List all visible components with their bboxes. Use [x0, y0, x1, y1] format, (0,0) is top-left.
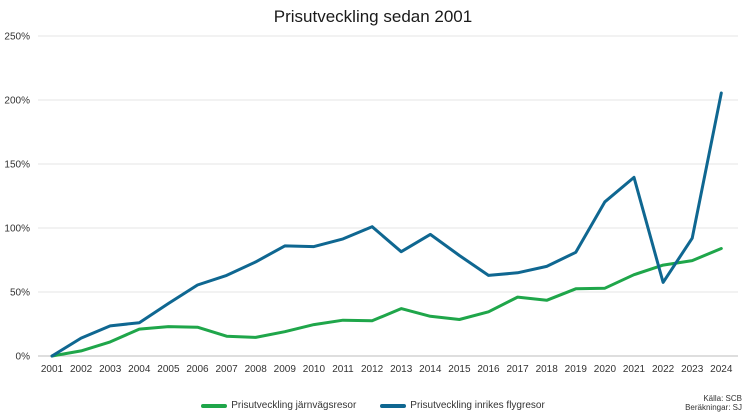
x-tick-label: 2006	[186, 364, 209, 375]
x-tick-label: 2009	[274, 364, 297, 375]
x-tick-label: 2019	[565, 364, 588, 375]
y-tick-label: 200%	[4, 96, 30, 107]
x-tick-label: 2023	[681, 364, 704, 375]
legend-label-rail: Prisutveckling järnvägsresor	[231, 400, 357, 411]
x-tick-label: 2002	[70, 364, 93, 375]
legend-label-flight: Prisutveckling inrikes flygresor	[410, 400, 545, 411]
x-tick-label: 2017	[506, 364, 529, 375]
x-tick-label: 2001	[41, 364, 64, 375]
y-tick-label: 100%	[4, 224, 30, 235]
x-tick-label: 2015	[448, 364, 471, 375]
chart-title: Prisutveckling sedan 2001	[273, 7, 473, 26]
y-tick-label: 50%	[10, 288, 30, 299]
x-tick-label: 2003	[99, 364, 122, 375]
source-note: Källa: SCB Beräkningar: SJ	[685, 394, 742, 412]
x-tick-label: 2004	[128, 364, 151, 375]
x-tick-label: 2022	[652, 364, 675, 375]
x-tick-label: 2010	[303, 364, 326, 375]
x-tick-label: 2013	[390, 364, 413, 375]
x-tick-label: 2008	[245, 364, 268, 375]
x-tick-label: 2021	[623, 364, 646, 375]
source-line-1: Källa: SCB	[703, 394, 742, 403]
y-axis-ticks: 0% 50% 100% 150% 200% 250%	[4, 32, 30, 363]
x-tick-label: 2012	[361, 364, 384, 375]
y-tick-label: 150%	[4, 160, 30, 171]
legend-swatch-flight	[380, 403, 407, 408]
y-tick-label: 250%	[4, 32, 30, 43]
x-tick-label: 2011	[332, 364, 354, 375]
legend-item-flight: Prisutveckling inrikes flygresor	[380, 400, 545, 411]
x-tick-label: 2016	[477, 364, 500, 375]
series-lines	[50, 91, 723, 358]
x-tick-label: 2020	[594, 364, 617, 375]
x-tick-label: 2014	[419, 364, 442, 375]
series-line-flight	[50, 91, 723, 358]
gridlines	[38, 35, 738, 357]
legend-swatch-rail	[201, 403, 228, 408]
series-line-rail	[50, 247, 723, 358]
x-tick-label: 2007	[215, 364, 238, 375]
legend: Prisutveckling järnvägsresor Prisutveckl…	[0, 400, 746, 411]
source-line-2: Beräkningar: SJ	[685, 403, 742, 412]
y-tick-label: 0%	[16, 352, 31, 363]
x-tick-label: 2024	[710, 364, 733, 375]
legend-item-rail: Prisutveckling järnvägsresor	[201, 400, 356, 411]
x-tick-label: 2018	[536, 364, 559, 375]
x-axis-ticks: 2001 2002 2003 2004 2005 2006 2007 2008 2009 2010…	[41, 364, 733, 375]
x-tick-label: 2005	[157, 364, 180, 375]
